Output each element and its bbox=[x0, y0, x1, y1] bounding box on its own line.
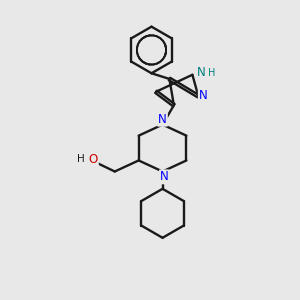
Text: N: N bbox=[160, 170, 169, 183]
Text: N: N bbox=[158, 113, 167, 126]
Text: H: H bbox=[77, 154, 85, 164]
Text: N: N bbox=[196, 66, 205, 79]
Text: N: N bbox=[199, 88, 208, 102]
Text: H: H bbox=[208, 68, 215, 78]
Text: O: O bbox=[88, 153, 98, 166]
